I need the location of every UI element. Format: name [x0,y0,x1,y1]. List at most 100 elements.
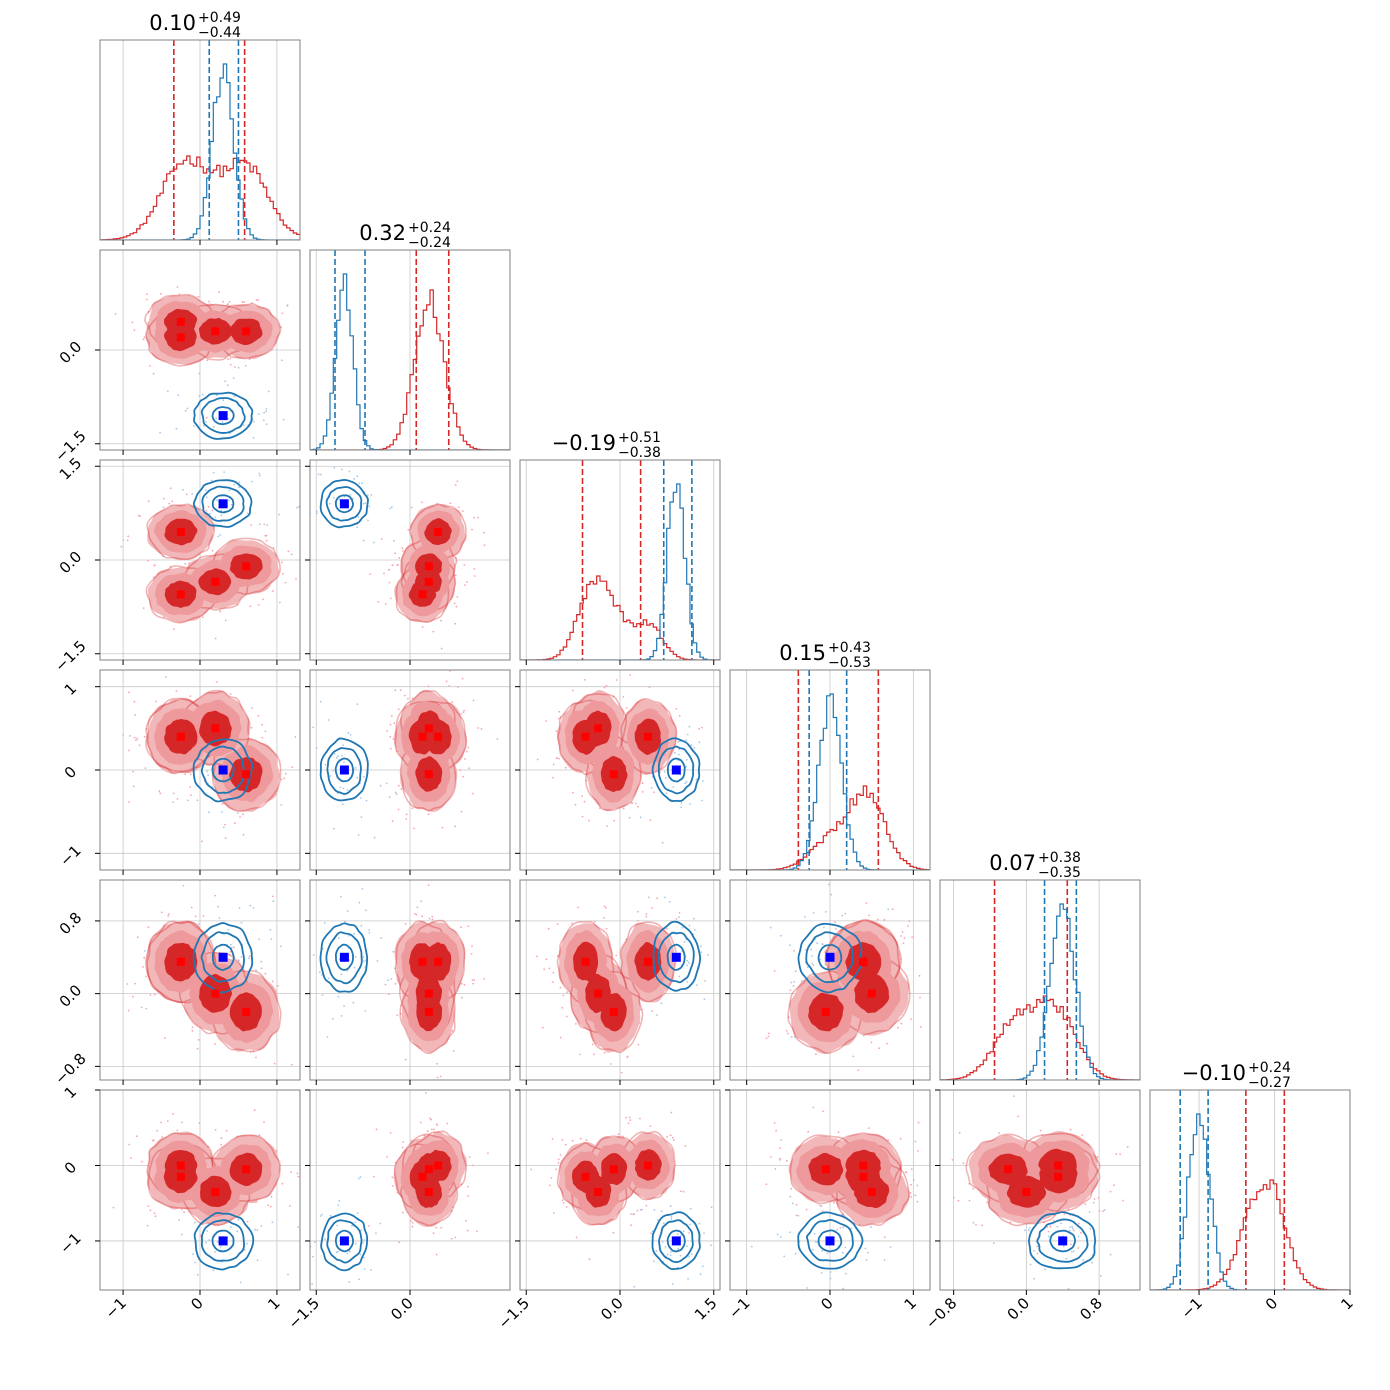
sample-point [1115,1153,1118,1155]
sample-point [821,1210,824,1212]
sample-point [242,656,244,658]
blue-mode-marker [218,765,228,775]
x-tick-label: 0.0 [597,1294,627,1324]
sample-point [677,1247,680,1250]
sample-point [127,535,130,538]
sample-point [902,942,905,944]
sample-point [167,915,170,917]
sample-point [552,776,554,779]
sample-point [472,982,474,985]
sample-point [281,561,283,564]
sample-point [602,1096,604,1098]
sample-point [244,365,247,367]
sample-point [547,927,550,930]
red-mode-marker [644,957,653,966]
sample-point [536,758,539,761]
sample-point [207,774,210,777]
sample-point [358,901,361,904]
sample-point [257,604,260,606]
sample-point [114,313,117,315]
sample-point [208,512,211,515]
sample-point [552,981,554,983]
sample-point [416,906,419,909]
sample-point [630,1224,632,1227]
sample-point [1077,1235,1080,1238]
sample-point [252,1050,255,1052]
sample-point [910,1196,912,1198]
sample-point [212,426,215,428]
sample-point [255,1056,257,1059]
sample-point [487,1152,489,1155]
sample-point [258,472,261,475]
sample-point [143,735,146,738]
sample-point [341,803,344,806]
sample-point [181,1208,183,1211]
y-tick-label: 1 [61,679,80,698]
sample-point [390,978,393,980]
sample-point [329,1214,332,1217]
sample-point [559,716,562,719]
sample-point [239,1281,242,1284]
sample-point [886,1042,888,1045]
blue-contour-line [201,485,245,522]
panel-5-1: −1.5 0.0 [285,1089,511,1333]
sample-point [326,1036,329,1038]
sample-point [1096,1156,1099,1158]
sample-point [240,956,243,958]
sample-point [136,936,139,939]
sample-point [338,1200,341,1202]
sample-point [272,900,275,903]
sample-point [545,720,547,722]
sample-point [897,1026,899,1029]
panel-4-4: 0.07 +0.38−0.35 [939,850,1141,1085]
sample-point [790,1036,793,1038]
sample-point [1077,1247,1080,1249]
sample-point [238,959,240,962]
sample-point [269,1205,272,1208]
sample-point [237,1219,240,1221]
sample-point [471,979,474,981]
sample-point [238,486,240,489]
sample-point [411,697,414,700]
sample-point [1069,1128,1072,1131]
blue-mode-marker [218,1236,228,1246]
sample-point [662,1222,665,1224]
sample-point [673,751,676,754]
sample-point [172,801,175,803]
sample-point [634,802,637,805]
red-mode-marker [644,1161,653,1170]
blue-mode-marker [671,1236,681,1246]
sample-point [400,1004,403,1007]
sample-point [205,416,208,419]
sample-point [380,937,383,939]
blue-contour-line [657,931,695,984]
sample-point [440,647,443,650]
sample-point [710,1206,713,1209]
sample-point [678,916,680,919]
red-mode-marker [867,989,876,998]
sample-point [723,931,725,933]
red-mode-marker [211,989,220,998]
sample-point [251,480,253,483]
sample-point [571,922,574,925]
sample-point [133,736,136,739]
title-value: −0.10 [1182,1061,1246,1085]
sample-point [290,1063,293,1066]
blue-contour-line [1049,1229,1077,1253]
sample-point [870,1226,872,1229]
sample-point [203,425,205,427]
sample-point [144,767,147,769]
sample-point [386,730,388,732]
sample-point [192,425,195,427]
sample-point [337,1204,340,1207]
sample-point [182,488,185,491]
sample-point [992,1242,995,1245]
sample-point [683,941,686,943]
sample-point [465,750,468,753]
sample-point [346,910,349,912]
sample-point [217,535,220,538]
sample-point [661,841,664,844]
sample-point [637,1043,640,1046]
sample-point [369,573,371,575]
red-mode-marker [609,1007,618,1016]
